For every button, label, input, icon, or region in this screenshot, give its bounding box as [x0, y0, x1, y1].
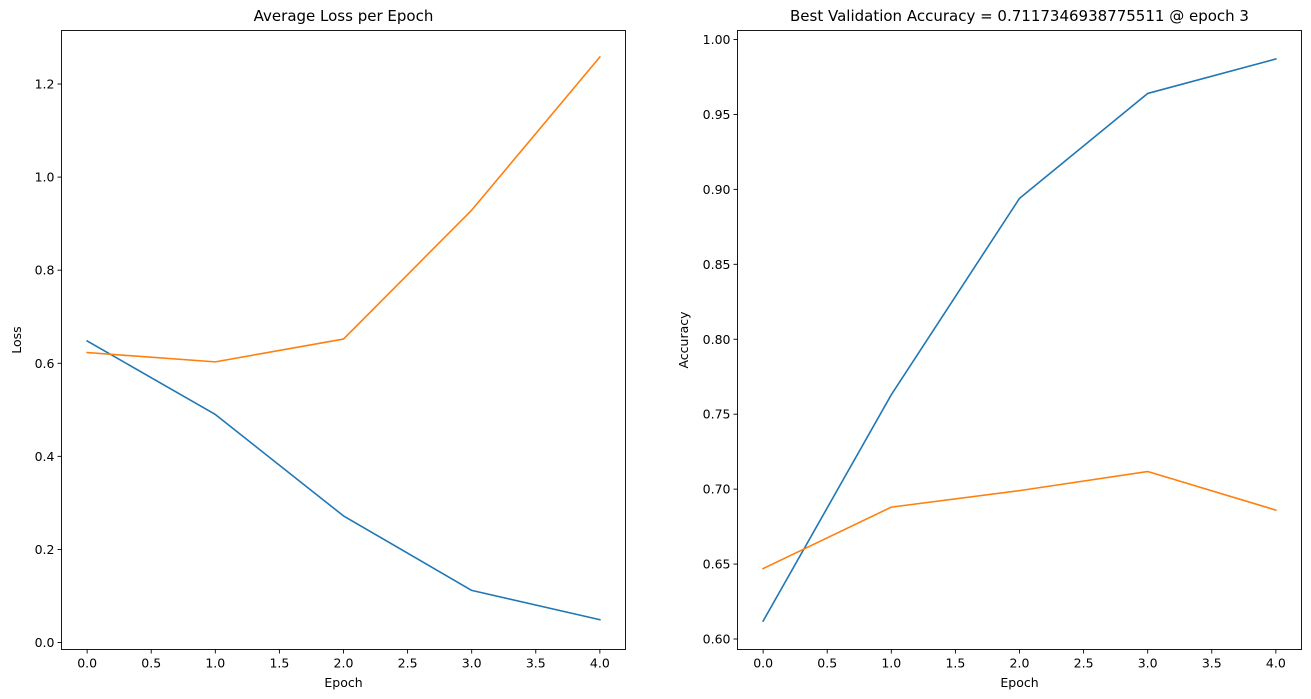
loss-validation-line [86, 55, 601, 363]
accuracy-x-tick-label: 2.5 [1074, 656, 1094, 671]
accuracy-validation-line [762, 470, 1277, 570]
accuracy-x-tick-label: 2.0 [1010, 656, 1030, 671]
accuracy-y-tick-label: 0.70 [703, 482, 731, 497]
loss-x-tick-label: 2.0 [334, 656, 354, 671]
accuracy-x-tick-label: 0.5 [817, 656, 837, 671]
loss-y-tick-label: 0.8 [35, 263, 55, 278]
accuracy-train-line [762, 57, 1277, 623]
loss-series [86, 55, 601, 621]
accuracy-y-ticks: 0.60 0.65 0.70 0.75 0.80 0.85 0.90 0.95 1.00 [703, 32, 738, 647]
accuracy-y-tick-label: 0.95 [703, 107, 731, 122]
loss-y-tick-label: 0.6 [35, 356, 55, 371]
loss-chart-title: Average Loss per Epoch [254, 7, 434, 25]
accuracy-x-ticks: 0.0 0.5 1.0 1.5 2.0 2.5 3.0 3.5 4.0 [753, 649, 1286, 671]
loss-x-tick-label: 4.0 [590, 656, 610, 671]
loss-y-tick-label: 0.0 [35, 635, 55, 650]
loss-x-tick-label: 1.0 [205, 656, 225, 671]
accuracy-y-tick-label: 0.85 [703, 257, 731, 272]
loss-y-tick-label: 1.0 [35, 170, 55, 185]
loss-x-ticks: 0.0 0.5 1.0 1.5 2.0 2.5 3.0 3.5 4.0 [77, 649, 610, 671]
loss-x-tick-label: 3.0 [462, 656, 482, 671]
accuracy-x-tick-label: 3.0 [1138, 656, 1158, 671]
accuracy-y-tick-label: 1.00 [703, 32, 731, 47]
accuracy-series [762, 57, 1277, 623]
accuracy-x-tick-label: 0.0 [753, 656, 773, 671]
loss-y-tick-label: 0.2 [35, 542, 55, 557]
loss-train-line [86, 339, 601, 621]
loss-chart: Average Loss per Epoch Epoch Loss 0.0 0.5… [9, 7, 626, 690]
accuracy-x-tick-label: 4.0 [1266, 656, 1286, 671]
accuracy-x-tick-label: 3.5 [1202, 656, 1222, 671]
loss-y-tick-label: 1.2 [35, 77, 55, 92]
accuracy-x-axis-label: Epoch [1000, 675, 1038, 690]
loss-x-tick-label: 3.5 [526, 656, 546, 671]
loss-x-tick-label: 1.5 [269, 656, 289, 671]
loss-x-tick-label: 0.0 [77, 656, 97, 671]
accuracy-chart-title: Best Validation Accuracy = 0.71173469387… [790, 7, 1249, 25]
loss-y-tick-label: 0.4 [35, 449, 55, 464]
accuracy-x-tick-label: 1.0 [881, 656, 901, 671]
accuracy-y-tick-label: 0.90 [703, 182, 731, 197]
loss-y-axis-label: Loss [9, 326, 24, 353]
accuracy-y-tick-label: 0.60 [703, 632, 731, 647]
accuracy-y-axis-label: Accuracy [676, 311, 691, 369]
loss-x-tick-label: 0.5 [141, 656, 161, 671]
loss-x-tick-label: 2.5 [398, 656, 418, 671]
accuracy-y-tick-label: 0.75 [703, 407, 731, 422]
accuracy-y-tick-label: 0.80 [703, 332, 731, 347]
accuracy-x-tick-label: 1.5 [945, 656, 965, 671]
loss-y-ticks: 0.0 0.2 0.4 0.6 0.8 1.0 1.2 [35, 77, 62, 650]
accuracy-y-tick-label: 0.65 [703, 557, 731, 572]
loss-x-axis-label: Epoch [324, 675, 362, 690]
accuracy-chart: Best Validation Accuracy = 0.71173469387… [676, 7, 1302, 690]
